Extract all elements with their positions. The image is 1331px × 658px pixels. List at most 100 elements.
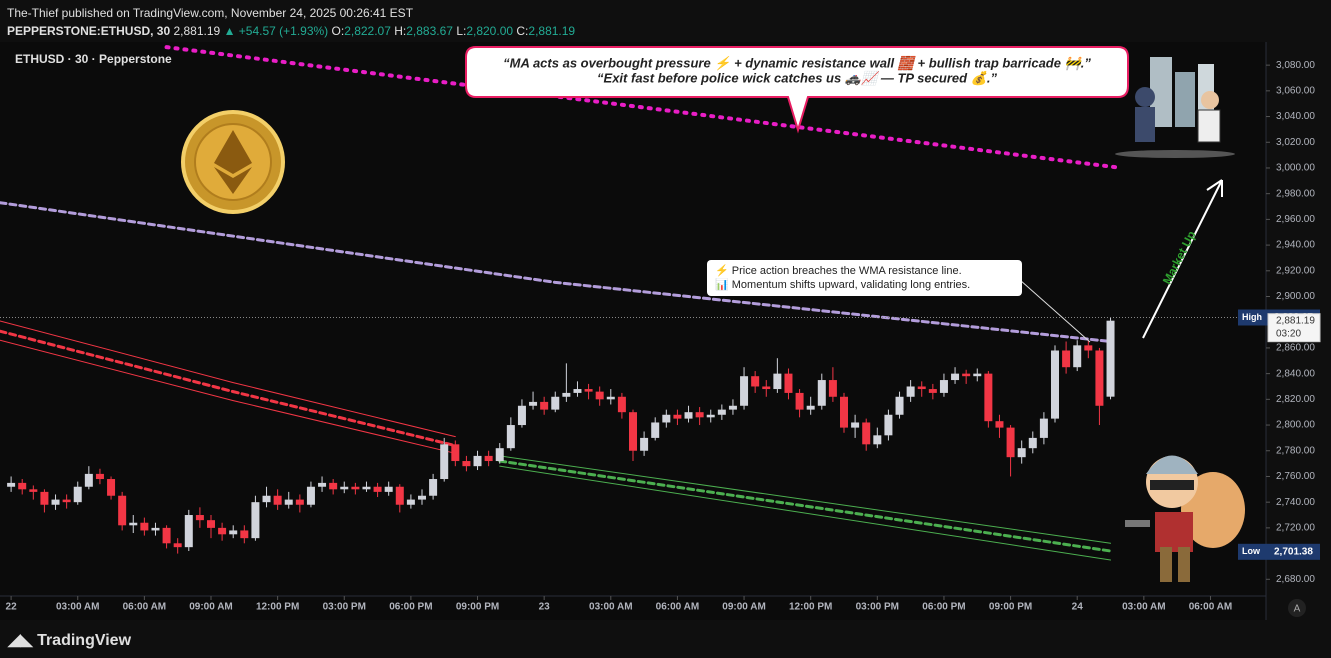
x-tick-label: 03:00 AM xyxy=(589,602,633,613)
candle-body xyxy=(706,414,715,418)
y-tick-label: 2,760.00 xyxy=(1276,471,1315,482)
x-tick-label: 06:00 AM xyxy=(656,602,700,613)
auto-scale: A xyxy=(1294,604,1301,615)
candle-body xyxy=(717,409,726,415)
callout-bubble xyxy=(465,46,1129,134)
candle-body xyxy=(951,373,960,381)
x-tick-label: 12:00 PM xyxy=(789,602,832,613)
footer-brand: ◢◣ TradingView xyxy=(8,632,132,649)
y-tick-label: 2,860.00 xyxy=(1276,343,1315,354)
candle-body xyxy=(207,520,215,528)
y-tick-label: 3,060.00 xyxy=(1276,85,1315,96)
candle-body xyxy=(1017,448,1026,458)
candle-body xyxy=(751,376,760,387)
candle-body xyxy=(640,437,649,451)
candle-body xyxy=(273,495,282,505)
indicator-line xyxy=(0,339,456,454)
marker-box xyxy=(1266,543,1320,560)
candle-body xyxy=(306,486,315,505)
candle-body xyxy=(1106,320,1115,397)
candle-body xyxy=(617,396,626,413)
candle-body xyxy=(173,543,182,548)
candle-body xyxy=(18,482,27,490)
chart-title: ETHUSD · 30 · Pepperstone xyxy=(15,52,172,66)
y-tick-label: 2,800.00 xyxy=(1276,420,1315,431)
candle-body xyxy=(1095,350,1104,406)
eth-coin xyxy=(181,110,285,214)
candle-body xyxy=(873,435,882,445)
x-tick-label: 09:00 PM xyxy=(989,602,1032,613)
candle-body xyxy=(651,422,660,438)
candle-body xyxy=(484,455,493,462)
candle-body xyxy=(939,380,948,393)
symbol-line: PEPPERSTONE:ETHUSD, 30 2,881.19 ▲ +54.57… xyxy=(7,22,575,40)
candle-body xyxy=(884,414,893,436)
countdown: 03:20 xyxy=(1276,328,1301,339)
indicator-line xyxy=(499,455,1112,544)
candle-body xyxy=(329,482,338,490)
last: 2,881.19 xyxy=(173,24,221,38)
candle-body xyxy=(73,486,82,503)
last-price: 2,881.19 xyxy=(1276,315,1315,326)
x-tick-label: 23 xyxy=(539,602,551,613)
candle-body xyxy=(1028,437,1037,449)
l: 2,820.00 xyxy=(466,24,514,38)
candle-body xyxy=(373,486,382,492)
candle-body xyxy=(95,473,104,480)
candle-body xyxy=(1073,345,1082,368)
y-tick-label: 2,720.00 xyxy=(1276,523,1315,534)
indicator-line xyxy=(0,201,1113,343)
x-tick-label: 03:00 AM xyxy=(1122,602,1166,613)
o-label: O: xyxy=(331,24,345,38)
candle-body xyxy=(962,373,971,377)
x-tick-label: 09:00 AM xyxy=(722,602,766,613)
indicator-line xyxy=(498,459,1113,553)
indicator-line xyxy=(0,320,456,438)
candle-body xyxy=(51,499,60,505)
candle-body xyxy=(773,373,782,390)
header: The-Thief published on TradingView.com, … xyxy=(7,4,575,40)
candle-body xyxy=(1039,418,1048,438)
candle-body xyxy=(606,396,615,400)
x-tick-label: 03:00 PM xyxy=(856,602,899,613)
y-tick-label: 2,920.00 xyxy=(1276,265,1315,276)
note-text: ⚡ Price action breaches the WMA resistan… xyxy=(715,264,962,277)
candle-body xyxy=(451,444,460,462)
y-tick-label: 2,680.00 xyxy=(1276,574,1315,585)
candle-body xyxy=(440,444,449,480)
candle-body xyxy=(29,489,38,492)
candle-body xyxy=(318,482,327,487)
candle-body xyxy=(1006,427,1015,458)
x-tick-label: 06:00 AM xyxy=(1189,602,1233,613)
indicator-line xyxy=(499,465,1112,561)
candle-body xyxy=(595,391,604,400)
candle-body xyxy=(840,396,848,428)
candle-body xyxy=(40,491,49,505)
y-tick-label: 3,040.00 xyxy=(1276,111,1315,122)
auto-scale-btn xyxy=(1288,599,1306,617)
chart: ETHUSD · 30 · Pepperstone 2,680.002,700.… xyxy=(0,42,1321,620)
callout-text: “Exit fast before police wick catches us… xyxy=(597,70,997,86)
candle-body xyxy=(784,373,793,393)
note-box xyxy=(707,260,1022,296)
candle-body xyxy=(695,412,704,418)
candle-body xyxy=(162,527,171,544)
y-tick-label: 3,020.00 xyxy=(1276,137,1315,148)
c-label: C: xyxy=(516,24,529,38)
thieves-illustration xyxy=(1115,57,1235,158)
x-tick-label: 22 xyxy=(6,602,18,613)
candle-body xyxy=(362,486,371,490)
indicator-line xyxy=(164,45,1124,170)
candle-body xyxy=(429,479,438,496)
candle-body xyxy=(1062,350,1071,368)
o: 2,822.07 xyxy=(344,24,391,38)
candle-body xyxy=(728,405,737,410)
x-tick-label: 09:00 PM xyxy=(456,602,499,613)
candle-body xyxy=(240,530,249,539)
marker-tag-bg xyxy=(1238,309,1266,326)
candle-body xyxy=(928,389,937,393)
candle-body xyxy=(529,401,538,406)
x-tick-label: 06:00 PM xyxy=(922,602,965,613)
candle-body xyxy=(251,502,260,539)
